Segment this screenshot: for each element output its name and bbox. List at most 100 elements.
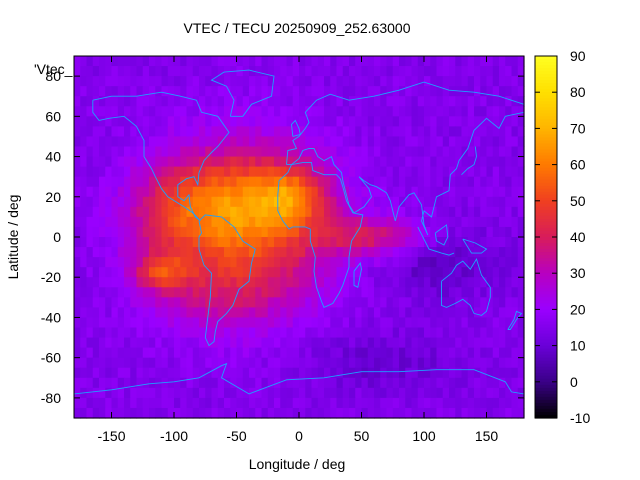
heatmap-cell bbox=[280, 156, 288, 168]
heatmap-cell bbox=[505, 216, 513, 228]
heatmap-cell bbox=[411, 377, 419, 389]
heatmap-cell bbox=[130, 327, 138, 339]
heatmap-cell bbox=[217, 357, 225, 369]
heatmap-cell bbox=[305, 337, 313, 349]
heatmap-cell bbox=[405, 206, 413, 218]
heatmap-cell bbox=[236, 357, 244, 369]
heatmap-cell bbox=[280, 397, 288, 409]
heatmap-cell bbox=[499, 196, 506, 208]
colorbar-segment bbox=[535, 215, 557, 220]
heatmap-cell bbox=[180, 96, 188, 107]
heatmap-cell bbox=[374, 267, 381, 278]
x-axis-ticks: -150 -100 -50 0 50 100 150 bbox=[97, 56, 498, 444]
heatmap-cell bbox=[305, 287, 313, 298]
heatmap-cell bbox=[217, 76, 225, 87]
heatmap-cell bbox=[142, 86, 150, 97]
heatmap-cell bbox=[449, 66, 456, 77]
heatmap-cell bbox=[217, 257, 225, 268]
heatmap-cell bbox=[430, 56, 438, 67]
heatmap-cell bbox=[355, 86, 363, 97]
heatmap-cell bbox=[492, 96, 500, 107]
heatmap-cell bbox=[386, 156, 394, 168]
heatmap-cell bbox=[342, 287, 350, 298]
heatmap-cell bbox=[217, 397, 225, 409]
heatmap-cell bbox=[105, 267, 113, 278]
colorbar-segment bbox=[535, 203, 557, 208]
heatmap-cell bbox=[236, 397, 244, 409]
heatmap-cell bbox=[149, 347, 156, 359]
heatmap-cell bbox=[442, 196, 450, 208]
heatmap-cell bbox=[280, 116, 288, 127]
heatmap-cell bbox=[467, 297, 475, 308]
heatmap-cell bbox=[467, 86, 475, 97]
heatmap-cell bbox=[399, 176, 406, 188]
heatmap-cell bbox=[99, 86, 106, 97]
heatmap-cell bbox=[355, 96, 363, 107]
heatmap-cell bbox=[99, 96, 106, 107]
heatmap-cell bbox=[474, 226, 481, 238]
heatmap-cell bbox=[511, 116, 519, 127]
heatmap-cell bbox=[80, 86, 88, 97]
heatmap-cell bbox=[392, 377, 400, 389]
heatmap-cell bbox=[449, 156, 456, 168]
heatmap-cell bbox=[317, 206, 325, 218]
heatmap-cell bbox=[124, 367, 131, 379]
heatmap-cell bbox=[361, 226, 369, 238]
x-axis-label: Longitude / deg bbox=[249, 456, 346, 472]
heatmap-cell bbox=[149, 66, 156, 77]
heatmap-cell bbox=[474, 216, 481, 228]
heatmap-cell bbox=[380, 206, 388, 218]
heatmap-cell bbox=[417, 387, 425, 399]
heatmap-cell bbox=[224, 196, 231, 208]
heatmap-cell bbox=[405, 337, 413, 349]
heatmap-cell bbox=[74, 176, 81, 188]
heatmap-cell bbox=[142, 297, 150, 308]
heatmap-cell bbox=[174, 56, 181, 67]
heatmap-cell bbox=[305, 257, 313, 268]
heatmap-cell bbox=[161, 56, 169, 67]
heatmap-cell bbox=[386, 76, 394, 87]
heatmap-cell bbox=[486, 166, 494, 178]
heatmap-cell bbox=[86, 387, 94, 399]
heatmap-cell bbox=[217, 247, 225, 258]
heatmap-cell bbox=[286, 327, 294, 339]
heatmap-cell bbox=[305, 186, 313, 198]
heatmap-cell bbox=[149, 257, 156, 268]
heatmap-cell bbox=[436, 146, 444, 158]
heatmap-cell bbox=[399, 347, 406, 359]
heatmap-cell bbox=[405, 247, 413, 258]
heatmap-cell bbox=[342, 106, 350, 117]
heatmap-cell bbox=[336, 247, 344, 258]
heatmap-cell bbox=[124, 66, 131, 77]
heatmap-cell bbox=[249, 126, 256, 138]
heatmap-cell bbox=[455, 166, 463, 178]
heatmap-cell bbox=[311, 196, 319, 208]
heatmap-cell bbox=[249, 146, 256, 158]
heatmap-cell bbox=[267, 257, 275, 268]
heatmap-cell bbox=[449, 247, 456, 258]
heatmap-cell bbox=[205, 166, 213, 178]
heatmap-cell bbox=[480, 397, 488, 409]
heatmap-cell bbox=[192, 196, 200, 208]
heatmap-cell bbox=[174, 387, 181, 399]
heatmap-cell bbox=[99, 387, 106, 399]
heatmap-cell bbox=[361, 237, 369, 248]
heatmap-cell bbox=[236, 297, 244, 308]
heatmap-cell bbox=[349, 126, 356, 138]
heatmap-cell bbox=[342, 116, 350, 127]
heatmap-cell bbox=[199, 387, 206, 399]
heatmap-cell bbox=[261, 377, 269, 389]
heatmap-cell bbox=[467, 337, 475, 349]
heatmap-cell bbox=[180, 216, 188, 228]
heatmap-cell bbox=[92, 387, 100, 399]
heatmap-cell bbox=[280, 387, 288, 399]
heatmap-cell bbox=[317, 226, 325, 238]
heatmap-cell bbox=[486, 387, 494, 399]
heatmap-cell bbox=[92, 176, 100, 188]
heatmap-cell bbox=[424, 357, 431, 369]
heatmap-cell bbox=[374, 397, 381, 409]
heatmap-cell bbox=[242, 186, 250, 198]
heatmap-cell bbox=[424, 66, 431, 77]
heatmap-cell bbox=[130, 277, 138, 288]
heatmap-cell bbox=[74, 86, 81, 97]
